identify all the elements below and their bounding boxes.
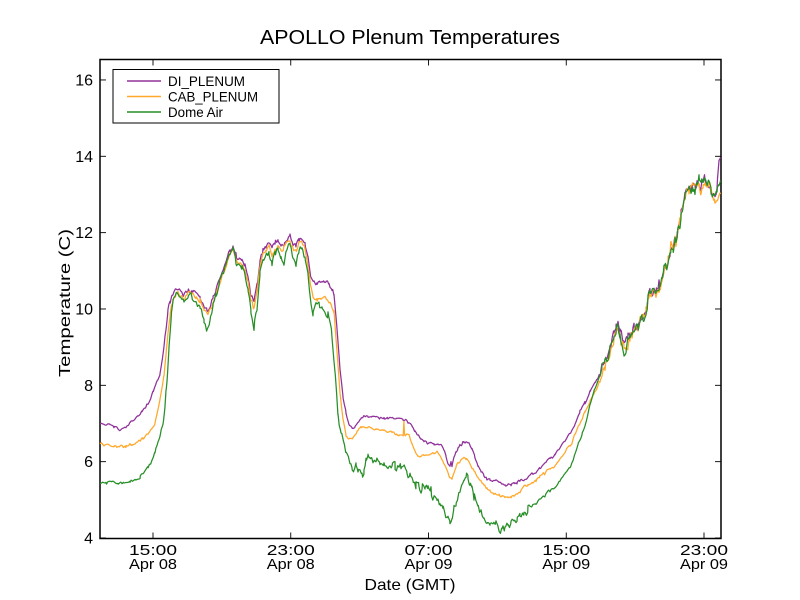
svg-text:07:00: 07:00 bbox=[405, 542, 453, 559]
svg-text:12: 12 bbox=[75, 225, 93, 242]
svg-text:6: 6 bbox=[84, 454, 93, 471]
svg-text:10: 10 bbox=[75, 301, 93, 318]
svg-text:Apr 09: Apr 09 bbox=[542, 556, 590, 573]
svg-text:4: 4 bbox=[84, 531, 93, 548]
svg-text:14: 14 bbox=[75, 149, 93, 166]
svg-text:Apr 09: Apr 09 bbox=[680, 556, 728, 573]
svg-text:Date (GMT): Date (GMT) bbox=[365, 577, 456, 594]
svg-text:Dome Air: Dome Air bbox=[168, 104, 223, 120]
svg-text:16: 16 bbox=[75, 72, 93, 89]
svg-text:Temperature (C): Temperature (C) bbox=[57, 229, 74, 377]
svg-text:Apr 08: Apr 08 bbox=[267, 556, 315, 573]
svg-text:8: 8 bbox=[84, 378, 93, 395]
svg-text:Apr 08: Apr 08 bbox=[129, 556, 177, 573]
svg-text:Apr 09: Apr 09 bbox=[405, 556, 453, 573]
svg-text:CAB_PLENUM: CAB_PLENUM bbox=[168, 89, 258, 105]
svg-text:DI_PLENUM: DI_PLENUM bbox=[168, 73, 245, 89]
svg-text:23:00: 23:00 bbox=[267, 542, 315, 559]
svg-text:APOLLO Plenum Temperatures: APOLLO Plenum Temperatures bbox=[260, 27, 560, 49]
svg-text:23:00: 23:00 bbox=[680, 542, 728, 559]
svg-text:15:00: 15:00 bbox=[129, 542, 177, 559]
svg-text:15:00: 15:00 bbox=[542, 542, 590, 559]
